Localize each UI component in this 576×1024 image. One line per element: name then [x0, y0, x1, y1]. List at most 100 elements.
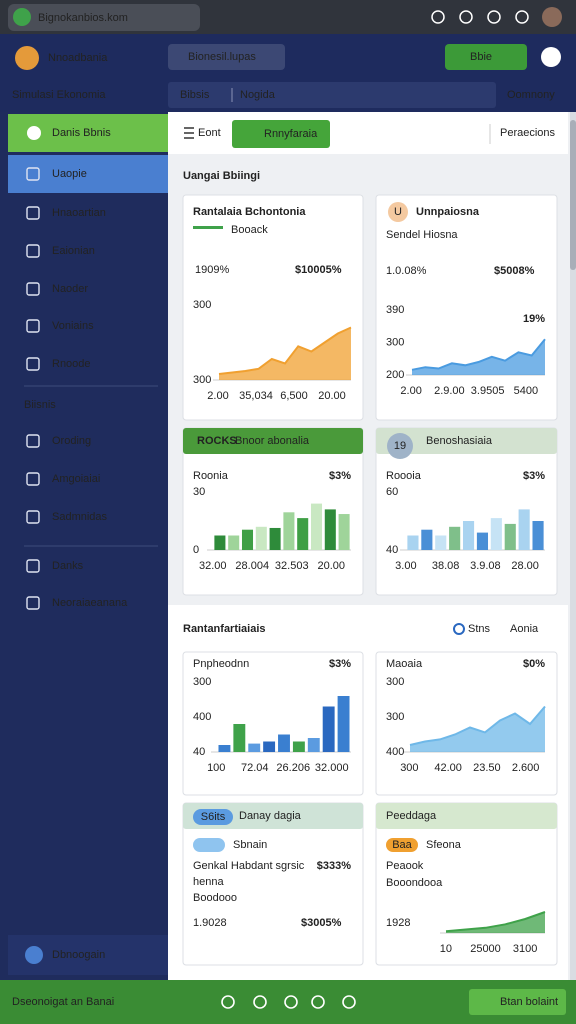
- y-tick-label: 300: [386, 336, 404, 348]
- nav-icon: [26, 244, 40, 258]
- toolbar-menu: Eont: [198, 127, 221, 139]
- bar: [532, 521, 544, 550]
- header-button[interactable]: [445, 44, 527, 70]
- nav-top: Danis Bbnis: [52, 127, 111, 139]
- browser-icon[interactable]: [487, 10, 501, 24]
- card-small: $10005%: [295, 264, 342, 276]
- toolbar-right: Peraecions: [500, 127, 556, 139]
- nav-bottom: Dbnoogain: [52, 949, 105, 961]
- bar: [233, 724, 246, 752]
- section-title: Rantanfartiaiais: [183, 623, 266, 635]
- header-badge: [387, 433, 413, 459]
- bar: [421, 529, 433, 550]
- bar: [278, 734, 290, 752]
- card-rate: $3%: [329, 658, 351, 670]
- footer-icon[interactable]: [342, 995, 356, 1009]
- bar: [338, 514, 350, 550]
- x-tick-label: 3.9505: [471, 385, 505, 397]
- bar: [228, 535, 240, 550]
- search-box[interactable]: [168, 82, 496, 108]
- card: Rantalaia Bchontonia Booack 1909% $10005% 30…: [182, 194, 364, 421]
- card-bg: [182, 651, 364, 796]
- x-tick-label: 32.503: [275, 560, 309, 572]
- nav-icon: [26, 472, 40, 486]
- bar: [214, 535, 226, 550]
- card-rate: 19%: [523, 313, 545, 325]
- header-button-text: Bbie: [470, 51, 492, 63]
- nav-item[interactable]: Hnaoartian: [52, 207, 106, 219]
- y-tick-label: 0: [193, 544, 199, 556]
- card-small: $5008%: [494, 265, 535, 277]
- browser-tab[interactable]: [8, 4, 200, 31]
- bar: [322, 706, 335, 752]
- avatar[interactable]: [542, 7, 562, 27]
- nav-icon: [25, 946, 43, 964]
- nav-icon: [26, 319, 40, 333]
- nav-section: Biisnis: [24, 399, 56, 411]
- app-subtitle: Simulasi Ekonomia: [12, 89, 106, 101]
- card-title: Unnpaiosna: [416, 206, 480, 218]
- browser-icon[interactable]: [431, 10, 445, 24]
- nav-item[interactable]: Danks: [52, 560, 84, 572]
- browser-icon[interactable]: [459, 10, 473, 24]
- card-header: [376, 428, 557, 454]
- nav-item[interactable]: Oroding: [52, 435, 91, 447]
- x-tick-label: 72.04: [241, 762, 269, 774]
- card-big: 1909%: [195, 264, 229, 276]
- y-tick-label: 300: [193, 374, 211, 386]
- x-tick-label: 3.9.08: [470, 560, 501, 572]
- card-title: Sbnain: [233, 839, 267, 851]
- notification-icon[interactable]: [541, 47, 561, 67]
- nav-item[interactable]: Voniains: [52, 320, 94, 332]
- card-bg: [375, 651, 558, 796]
- footer-icon[interactable]: [253, 995, 267, 1009]
- brand: Nnoadbania: [48, 52, 108, 64]
- bar: [490, 518, 502, 550]
- header-text: Bnoor abonalia: [235, 435, 310, 447]
- nav-item[interactable]: Uaopie: [52, 168, 87, 180]
- nav-item[interactable]: Rnoode: [52, 358, 91, 370]
- x-tick-label: 3.00: [395, 560, 416, 572]
- x-tick-label: 35,034: [239, 390, 273, 402]
- area: [219, 327, 351, 380]
- title-underline: [193, 226, 223, 229]
- nav-item[interactable]: Amgoiaiai: [52, 473, 100, 485]
- nav-item[interactable]: Naoder: [52, 283, 88, 295]
- nav-icon: [26, 559, 40, 573]
- header-tag: 19: [394, 440, 406, 452]
- logo: [15, 46, 39, 70]
- sidebar-active[interactable]: [8, 155, 168, 193]
- header-text: Benoshasiaia: [426, 435, 493, 447]
- header-pill[interactable]: [168, 44, 285, 70]
- nav-icon: [26, 282, 40, 296]
- toolbar-button[interactable]: [232, 120, 330, 148]
- y-tick-label: 300: [386, 711, 404, 723]
- card-rate: $3%: [329, 470, 351, 482]
- y-tick-label: 400: [386, 746, 404, 758]
- card: Maoaia $0% 300 300 400 300 42.00 23.50 2.600: [375, 651, 558, 796]
- nav-item[interactable]: Sadmnidas: [52, 511, 108, 523]
- x-tick-label: 2.00: [400, 385, 421, 397]
- card-subtitle: Booack: [231, 224, 268, 236]
- nav-item[interactable]: Eaionian: [52, 245, 95, 257]
- area: [446, 912, 545, 933]
- line: [411, 338, 546, 371]
- footer-icon[interactable]: [311, 995, 325, 1009]
- footer-icon[interactable]: [221, 995, 235, 1009]
- nav-icon: [27, 126, 41, 140]
- nav-item[interactable]: Neoraiaeanana: [52, 597, 128, 609]
- footer-button[interactable]: [469, 989, 566, 1015]
- y-tick-label: 390: [386, 304, 404, 316]
- footer-icon[interactable]: [284, 995, 298, 1009]
- y-tick-label: 40: [386, 544, 398, 556]
- browser-icon[interactable]: [515, 10, 529, 24]
- x-tick-label: 300: [400, 762, 418, 774]
- x-tick-label: 2.00: [207, 390, 228, 402]
- card: U Unnpaiosna Sendel Hiosna 19% 1.0.08% $5008%…: [375, 194, 558, 421]
- card-title: Maoaia: [386, 658, 423, 670]
- scroll-thumb[interactable]: [570, 120, 576, 270]
